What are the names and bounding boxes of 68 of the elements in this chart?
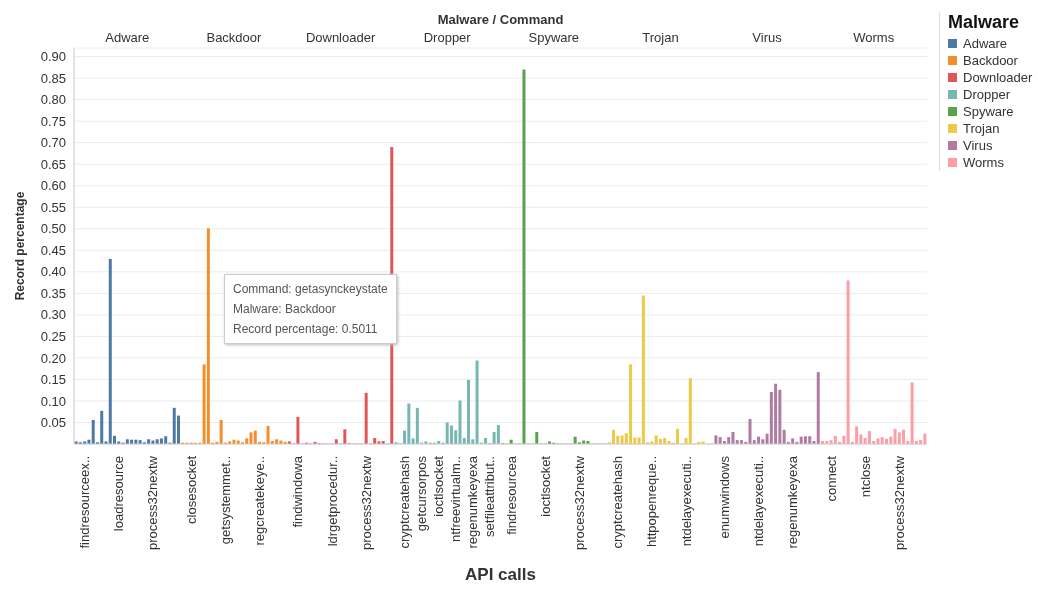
x-tick-label: setfileattribut.. bbox=[482, 456, 498, 537]
x-tick-label: connect bbox=[823, 455, 839, 502]
text: Virus bbox=[752, 30, 782, 45]
y-tick-label: 0.45 bbox=[40, 242, 66, 258]
y-tick-label: 0.75 bbox=[40, 113, 66, 129]
legend-label: Adware bbox=[962, 35, 1009, 52]
x-tick-label: findresourcea bbox=[503, 455, 519, 535]
legend-label: Worms bbox=[962, 154, 1005, 171]
text: Downloader bbox=[305, 30, 376, 45]
y-tick-label: 0.35 bbox=[40, 285, 66, 301]
x-tick-label: ntfreevirtualm.. bbox=[448, 456, 464, 542]
x-tick-label: closesocket bbox=[183, 455, 199, 524]
y-tick-label: 0.70 bbox=[40, 135, 66, 151]
legend-title: Malware bbox=[948, 12, 1021, 33]
text: Trojan bbox=[642, 30, 679, 45]
y-tick-label: 0.40 bbox=[40, 264, 66, 280]
x-tick-label: cryptcreatehash bbox=[397, 456, 413, 549]
x-tick-label: process32nextw bbox=[891, 455, 907, 550]
x-tick-label: findwindowa bbox=[290, 455, 306, 528]
annotation: Malware: Backdoor bbox=[233, 301, 337, 318]
text: Dropper bbox=[423, 30, 471, 45]
y-axis-title: Record percentage bbox=[13, 191, 28, 301]
legend-label: Virus bbox=[962, 137, 994, 154]
y-tick-label: 0.55 bbox=[40, 199, 66, 215]
annotation: Record percentage: 0.5011 bbox=[233, 321, 379, 338]
x-tick-label: enumwindows bbox=[716, 455, 732, 539]
x-axis-title: API calls bbox=[465, 565, 536, 584]
x-tick-label: ioctlsocket bbox=[431, 455, 447, 517]
text: Adware bbox=[105, 30, 150, 45]
x-tick-label: regenumkeyexa bbox=[465, 455, 481, 549]
legend-label: Spyware bbox=[962, 103, 1015, 120]
legend-label: Dropper bbox=[962, 86, 1011, 103]
y-tick-label: 0.90 bbox=[40, 49, 66, 65]
x-tick-label: ntdelayexecuti.. bbox=[678, 456, 694, 547]
text: Backdoor bbox=[206, 30, 262, 45]
x-tick-label: getcursorpos bbox=[414, 455, 430, 532]
y-tick-label: 0.80 bbox=[40, 92, 66, 108]
legend-label: Trojan bbox=[962, 120, 1001, 137]
legend-label: Backdoor bbox=[962, 52, 1019, 69]
x-tick-label: regenumkeyexa bbox=[785, 455, 801, 549]
y-tick-label: 0.65 bbox=[40, 156, 66, 172]
x-tick-label: cryptcreatehash bbox=[610, 456, 626, 549]
x-tick-label: ioctlsocket bbox=[537, 455, 553, 517]
x-tick-label: process32nextw bbox=[571, 455, 587, 550]
y-tick-label: 0.20 bbox=[40, 350, 66, 366]
x-tick-label: process32nextw bbox=[145, 455, 161, 550]
annotation: Command: getasynckeystate bbox=[233, 281, 388, 298]
x-tick-label: regcreatekeye.. bbox=[252, 456, 268, 546]
x-tick-label: ntclose bbox=[857, 456, 873, 498]
y-tick-label: 0.60 bbox=[40, 178, 66, 194]
x-tick-label: ldrgetprocedur.. bbox=[324, 456, 340, 547]
x-tick-label: httpopenreque.. bbox=[644, 456, 660, 548]
y-tick-label: 0.05 bbox=[40, 415, 66, 431]
chart-title: Malware / Command bbox=[436, 12, 565, 27]
y-tick-label: 0.10 bbox=[40, 393, 66, 409]
x-tick-label: process32nextw bbox=[358, 455, 374, 550]
x-tick-label: ntdelayexecuti.. bbox=[751, 456, 767, 547]
y-tick-label: 0.30 bbox=[40, 307, 66, 323]
y-tick-label: 0.50 bbox=[40, 221, 66, 237]
x-tick-label: findresourceex.. bbox=[77, 456, 93, 549]
y-tick-label: 0.85 bbox=[40, 70, 66, 86]
x-tick-label: getsystemmet.. bbox=[217, 456, 233, 545]
legend-label: Downloader bbox=[962, 69, 1034, 86]
text: Worms bbox=[853, 30, 895, 45]
x-tick-label: loadresource bbox=[111, 456, 127, 532]
text: Spyware bbox=[528, 30, 580, 45]
y-tick-label: 0.25 bbox=[40, 329, 66, 345]
y-tick-label: 0.15 bbox=[40, 372, 66, 388]
